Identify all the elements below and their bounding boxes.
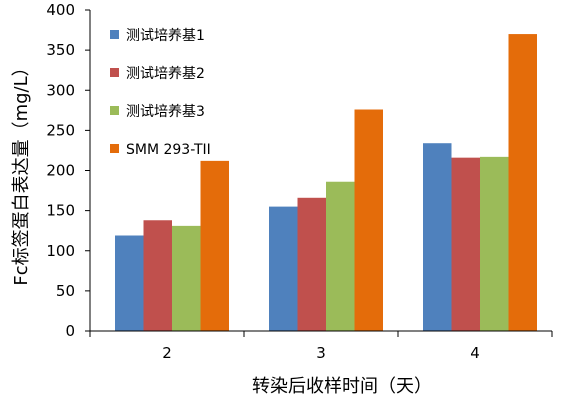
bar-0-1	[143, 220, 172, 331]
y-tick-label: 200	[46, 162, 75, 180]
legend-swatch	[110, 106, 119, 115]
legend-swatch	[110, 68, 119, 77]
y-tick-label: 400	[46, 1, 75, 19]
x-tick-label: 3	[316, 344, 326, 362]
x-axis-title: 转染后收样时间（天）	[252, 376, 432, 397]
bar-2-1	[451, 157, 480, 331]
legend-swatch	[110, 144, 119, 153]
bar-0-0	[115, 235, 144, 331]
bar-0-2	[172, 225, 201, 331]
y-axis-title: Fc标签蛋白表达量（mg/L）	[11, 58, 32, 285]
legend-swatch	[110, 30, 119, 39]
legend-label: 测试培养基1	[126, 27, 205, 44]
y-tick-label: 0	[65, 322, 75, 340]
y-tick-label: 350	[46, 41, 75, 59]
bar-1-3	[354, 109, 383, 331]
y-tick-label: 250	[46, 121, 75, 139]
legend-label: 测试培养基3	[126, 103, 205, 120]
bar-2-3	[508, 34, 537, 331]
bar-1-1	[297, 197, 326, 331]
bar-0-3	[200, 160, 229, 331]
x-tick-label: 4	[470, 344, 480, 362]
y-tick-label: 50	[56, 282, 75, 300]
bar-2-2	[480, 156, 509, 331]
y-tick-label: 300	[46, 81, 75, 99]
ticks-layer: 0 50 100 150 200 250 300 350 400 2 3 4	[46, 1, 553, 362]
legend-label: SMM 293-TII	[126, 142, 211, 158]
bars-layer	[115, 34, 537, 331]
legend-label: 测试培养基2	[126, 65, 205, 82]
bar-1-2	[326, 181, 355, 331]
bar-2-0	[423, 143, 452, 331]
bar-1-0	[269, 206, 298, 331]
legend: 测试培养基1 测试培养基2 测试培养基3 SMM 293-TII	[110, 27, 211, 158]
y-tick-label: 150	[46, 202, 75, 220]
y-tick-label: 100	[46, 242, 75, 260]
x-tick-label: 2	[162, 344, 172, 362]
